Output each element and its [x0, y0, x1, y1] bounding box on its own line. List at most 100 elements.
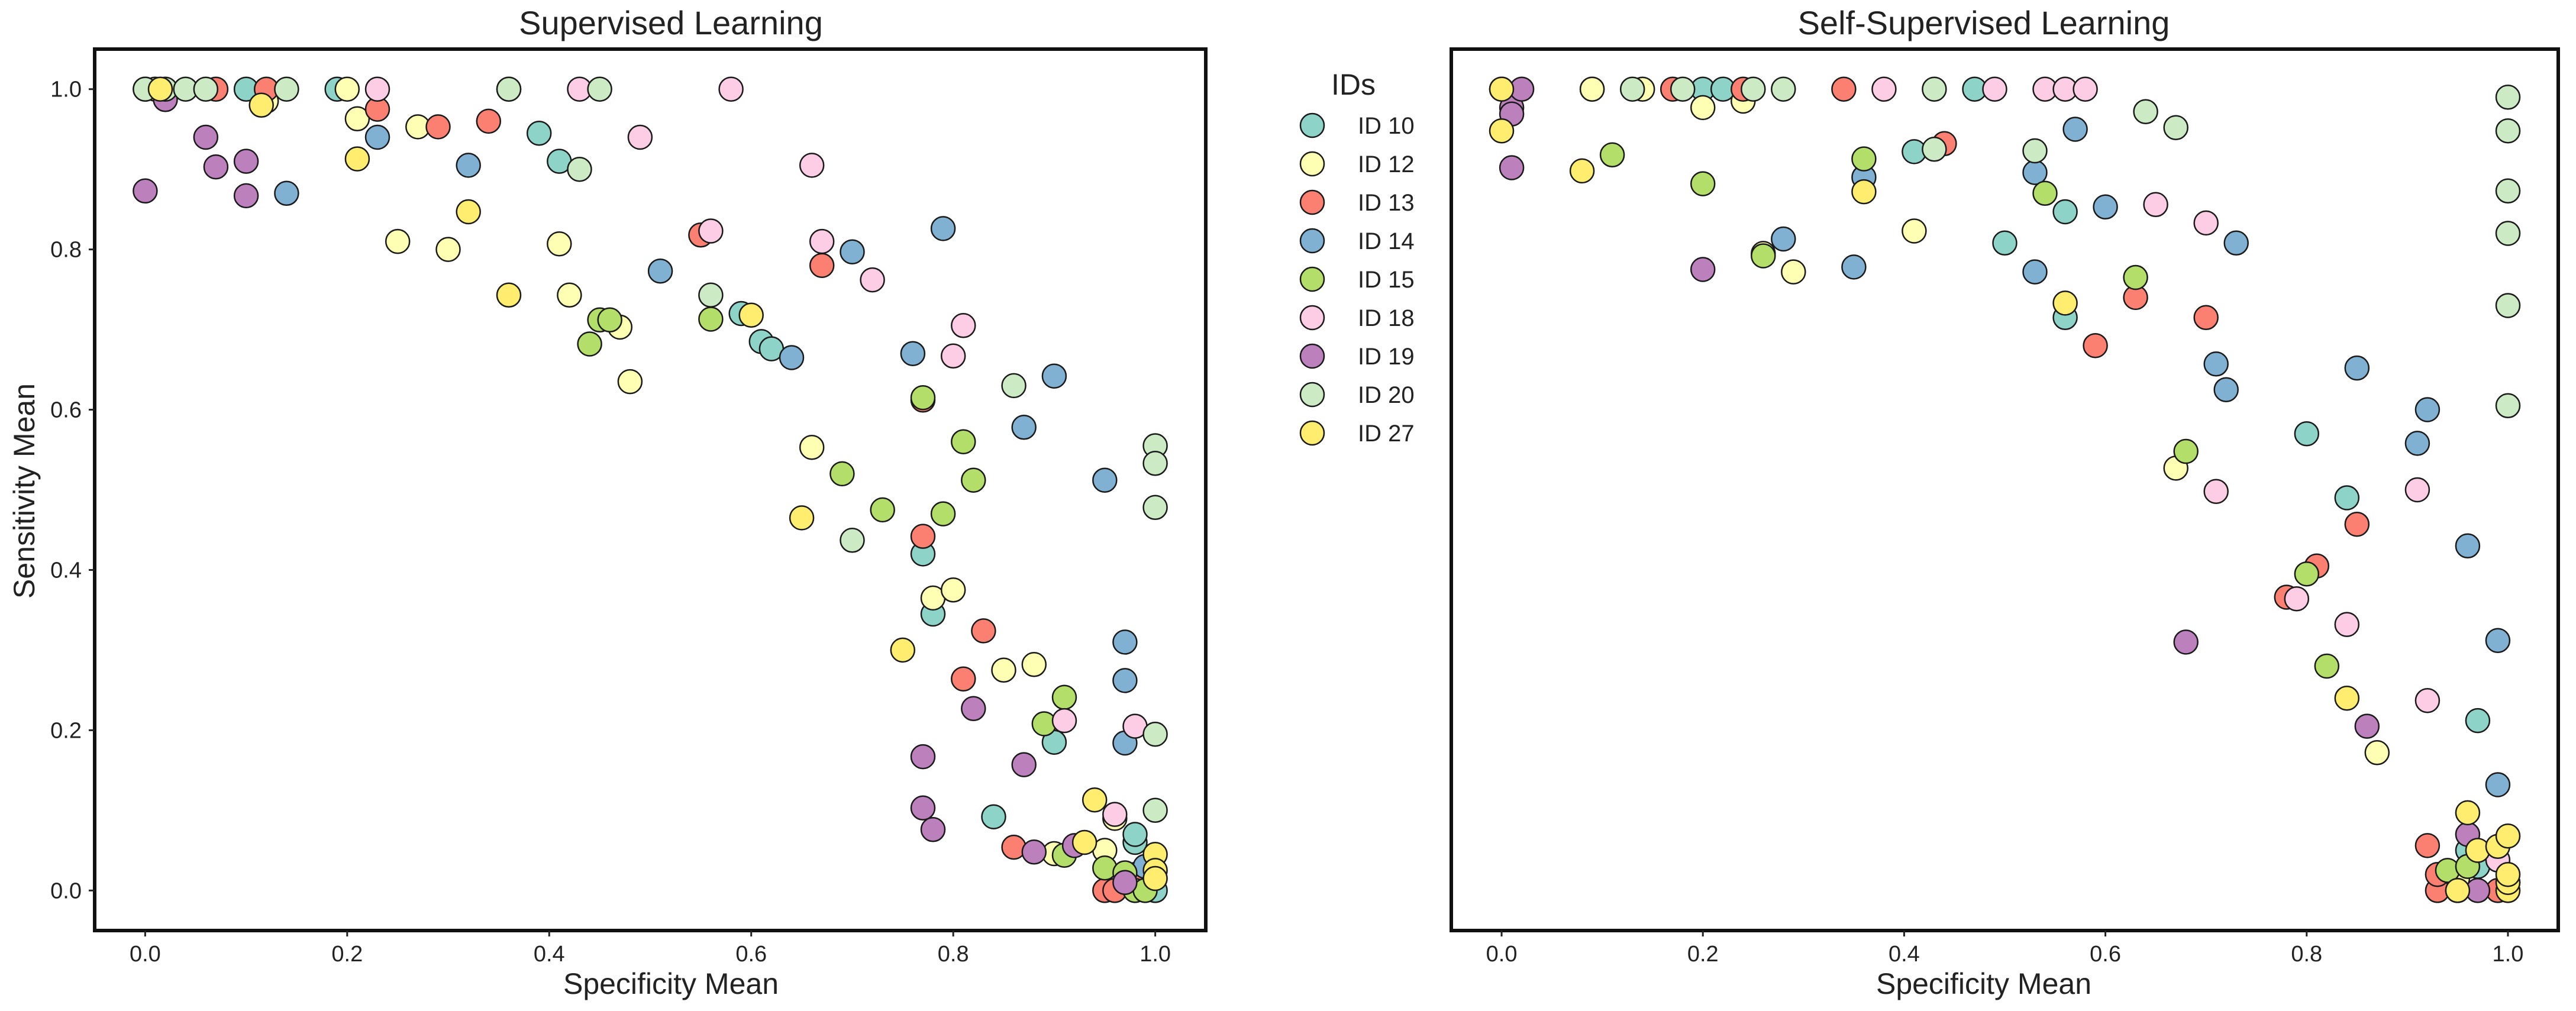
scatter-point-id-13 — [2344, 511, 2370, 537]
scatter-point-id-20 — [1922, 137, 1947, 162]
chart-title-supervised: Supervised Learning — [519, 4, 823, 41]
x-tick-label: 0.2 — [1687, 942, 1719, 967]
scatter-point-id-14 — [2455, 533, 2481, 559]
scatter-point-id-20 — [193, 76, 219, 102]
scatter-point-id-20 — [274, 76, 299, 102]
scatter-point-id-15 — [951, 429, 976, 454]
scatter-point-id-18 — [940, 343, 966, 369]
legend-label-id-13: ID 13 — [1358, 190, 1415, 216]
scatter-point-id-14 — [2223, 230, 2249, 256]
y-tick-label: 1.0 — [50, 77, 82, 102]
scatter-point-id-18 — [1982, 76, 2007, 102]
scatter-point-id-10 — [2052, 199, 2078, 225]
scatter-point-id-10 — [2465, 708, 2491, 734]
scatter-point-id-18 — [1051, 708, 1077, 734]
x-tick-label: 0.8 — [938, 942, 969, 967]
scatter-point-id-27 — [789, 505, 815, 531]
scatter-point-id-15 — [1751, 243, 1776, 269]
scatter-point-id-20 — [1922, 76, 1947, 102]
scatter-point-id-14 — [364, 124, 390, 150]
scatter-point-id-20 — [1001, 373, 1026, 399]
scatter-point-id-19 — [233, 183, 259, 209]
scatter-point-id-10 — [1122, 822, 1148, 847]
scatter-point-id-15 — [1051, 684, 1077, 710]
scatter-point-id-27 — [1489, 76, 1515, 102]
scatter-point-id-12 — [385, 228, 411, 254]
scatter-point-id-14 — [779, 345, 805, 370]
scatter-point-id-19 — [1021, 839, 1047, 865]
scatter-point-id-12 — [344, 106, 370, 132]
scatter-point-id-19 — [920, 817, 946, 842]
scatter-point-id-20 — [698, 282, 724, 308]
scatter-point-id-18 — [627, 124, 653, 150]
scatter-point-id-20 — [496, 76, 522, 102]
scatter-point-id-13 — [425, 114, 451, 140]
scatter-point-id-15 — [597, 307, 622, 333]
scatter-point-id-20 — [2495, 178, 2521, 204]
scatter-point-id-27 — [1489, 118, 1515, 144]
scatter-point-id-18 — [860, 267, 885, 293]
y-tick-label: 0.8 — [50, 238, 82, 263]
legend-marker-id-13 — [1299, 189, 1325, 215]
legend-title: IDs — [1331, 68, 1376, 101]
scatter-point-id-13 — [2083, 332, 2108, 358]
scatter-point-id-13 — [1831, 76, 1857, 102]
scatter-point-id-20 — [2133, 99, 2158, 124]
legend-marker-id-27 — [1299, 420, 1325, 446]
scatter-point-id-14 — [2093, 194, 2118, 220]
scatter-point-id-20 — [567, 156, 592, 182]
y-ticks-supervised: 0.0 0.2 0.4 0.6 0.8 1.0 — [50, 77, 95, 903]
scatter-point-id-15 — [698, 306, 724, 332]
scatter-point-id-20 — [1670, 76, 1696, 102]
scatter-point-id-27 — [496, 282, 522, 308]
scatter-point-id-19 — [133, 178, 158, 204]
legend-label-id-19: ID 19 — [1358, 344, 1415, 370]
scatter-point-id-10 — [2294, 421, 2320, 447]
scatter-point-id-18 — [2143, 192, 2168, 218]
scatter-point-id-12 — [1579, 76, 1605, 102]
scatter-point-id-18 — [2414, 687, 2441, 713]
scatter-point-id-13 — [2193, 305, 2219, 331]
scatter-point-id-19 — [2354, 713, 2380, 739]
scatter-point-id-19 — [2173, 629, 2199, 655]
scatter-point-id-15 — [1690, 171, 1716, 196]
scatter-point-id-18 — [1871, 76, 1897, 102]
x-tick-label: 0.4 — [1889, 942, 1920, 967]
scatter-point-id-18 — [2203, 479, 2229, 504]
scatter-point-id-19 — [233, 148, 259, 174]
legend-label-id-14: ID 14 — [1358, 228, 1415, 254]
scatter-point-id-12 — [617, 369, 643, 395]
legend-marker-id-19 — [1299, 343, 1325, 369]
scatter-point-id-14 — [2022, 259, 2048, 285]
scatter-point-id-19 — [1112, 870, 1138, 895]
scatter-point-id-15 — [961, 467, 986, 493]
legend-items: ID 10 ID 12 ID 13 ID 14 ID 15 ID 18 ID 19 ID 20… — [1299, 112, 1415, 447]
scatter-point-id-19 — [1499, 155, 1525, 180]
y-tick-label: 0.2 — [50, 718, 82, 743]
scatter-point-id-12 — [1781, 259, 1806, 285]
scatter-point-id-19 — [910, 795, 936, 821]
scatter-point-id-14 — [2414, 397, 2441, 422]
scatter-point-id-14 — [1841, 254, 1867, 280]
scatter-point-id-18 — [2193, 210, 2219, 236]
scatter-point-id-19 — [910, 744, 936, 770]
scatter-point-id-18 — [2073, 76, 2098, 102]
scatter-point-id-15 — [2032, 180, 2058, 206]
scatter-point-id-20 — [1741, 76, 1766, 102]
chart-self-supervised: Self-Supervised Learning 0.0 0.2 0.4 0.6 0.8… — [1450, 4, 2560, 1000]
scatter-point-id-18 — [1102, 802, 1128, 827]
legend-label-id-12: ID 12 — [1358, 151, 1415, 177]
scatter-point-id-12 — [2364, 740, 2390, 765]
scatter-point-id-12 — [940, 577, 966, 603]
scatter-point-id-15 — [1851, 146, 1877, 172]
scatter-point-id-12 — [1021, 652, 1047, 677]
scatter-point-id-20 — [2495, 85, 2521, 110]
scatter-point-id-10 — [526, 120, 552, 146]
scatter-point-id-13 — [476, 108, 502, 134]
scatter-point-id-20 — [2495, 221, 2521, 246]
scatter-point-id-27 — [2495, 861, 2521, 887]
x-tick-label: 0.6 — [735, 942, 767, 967]
legend-label-id-10: ID 10 — [1358, 113, 1415, 139]
scatter-point-id-27 — [456, 199, 481, 225]
scatter-point-id-19 — [1011, 752, 1037, 777]
